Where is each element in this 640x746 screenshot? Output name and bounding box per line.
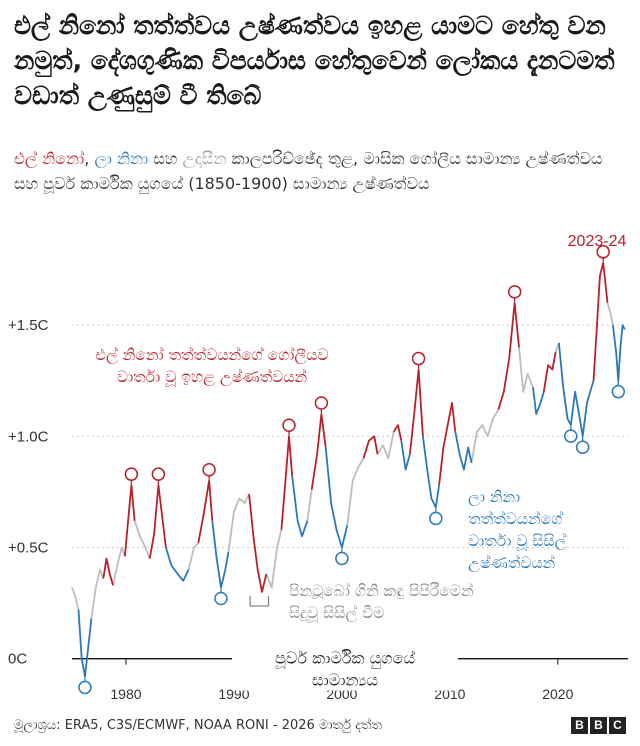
lanina-trough-marker [564,429,578,443]
series-segment-neutral [133,520,151,559]
elnino-annotation: වාර්තා වූ ඉහළ උෂ්ණත්වයන් [117,368,308,387]
subtitle-lanina: ලා නිනා [94,149,149,168]
lanina-trough-marker [214,591,228,606]
lanina-annotation: ලා නිනා [468,488,520,507]
series-segment-elnino [497,301,520,410]
lanina-annotation: තත්ත්වයන්ගේ [468,510,563,528]
pinatubo-bracket [249,596,270,607]
elnino-peak-marker [596,245,610,259]
series-segment-elnino [197,479,214,544]
subtitle-neutral: උදාසීන [182,149,227,168]
elnino-peak-marker [151,467,166,481]
subtitle-sep-2: සහ [148,149,183,168]
elnino-peak-marker [507,285,522,299]
chart-title: එල් නිනෝ තත්ත්වය උෂ්ණත්වය ඉහළ යාමට හේතු … [14,11,615,110]
chart-subtitle: එල් නිනෝ, ලා නිනා සහ උදාසීන කාලපරිච්ඡේද … [14,146,626,196]
temperature-series [71,261,626,678]
series-segment-lanina [454,431,473,471]
subtitle-sep-1: , [84,149,95,168]
source-footer: මූලාශ්‍රය: ERA5, C3S/ECMWF, NOAA RONI - … [14,718,382,733]
lanina-trough-marker [335,551,349,566]
elnino-peak-marker [124,467,139,481]
subtitle-elnino: එල් නිනෝ [14,149,85,168]
series-segment-neutral [71,587,80,610]
elnino-peak-marker [411,351,426,366]
series-segment-elnino [409,368,424,455]
series-segment-neutral [518,347,534,393]
baseline-label: සාමාන්‍යය [312,671,378,690]
series-segment-elnino [362,435,379,459]
annotations: පූර්ව කාර්මික යුගයේ සාමාන්‍යය 2023-24 එල් න… [95,233,626,691]
series-segment-neutral [346,458,365,526]
x-tick-label: 1980 [110,686,141,702]
y-tick-label: +1.5C [8,317,49,334]
lanina-trough-marker [78,680,92,695]
lanina-annotation: උෂ්ණත්වයන් [468,554,556,573]
lanina-annotation: වාර්තා වූ සිසිල් [468,532,567,551]
lanina-trough-marker [429,511,443,526]
series-segment-neutral [112,546,126,586]
series-segment-elnino [592,261,609,381]
pinatubo-annotation: පිනටූබෝ ගිනි කඳු පිපිරීමෙන් [289,582,474,600]
lanina-trough-marker [575,440,590,455]
elnino-peak-marker [202,462,216,477]
series-segment-elnino [310,413,327,490]
series-segment-lanina [165,547,190,582]
series-segment-neutral [90,568,105,619]
y-tick-label: +1.0C [8,428,49,445]
baseline-label: පූර්ව කාර්මික යුගයේ [275,649,415,669]
bbc-logo-letter: B [590,717,607,734]
series-segment-lanina [400,440,411,471]
bbc-logo-letter: C [609,717,626,734]
series-segment-elnino [280,435,294,530]
series-segment-neutral [187,542,199,570]
x-tick-label: 2020 [542,686,573,702]
series-segment-neutral [606,302,614,326]
series-segment-lanina [324,447,349,549]
y-tick-labels: 0C +0.5C +1.0C +1.5C [8,317,49,668]
series-segment-elnino [392,424,403,441]
series-segment-neutral [306,489,313,521]
peak-markers [78,245,626,695]
elnino-peak-marker [282,418,296,433]
series-segment-elnino [542,351,557,392]
bbc-logo: B B C [571,717,626,734]
series-segment-neutral [376,431,395,460]
series-segment-lanina [612,324,626,382]
series-segment-elnino [438,402,457,486]
series-segment-elnino [102,557,114,586]
series-segment-lanina [422,436,440,509]
lanina-trough-marker [611,384,626,399]
y-tick-label: +0.5C [8,539,49,556]
peak-2023-label: 2023-24 [568,233,627,250]
subtitle-rest: කාලපරිච්ඡේද තුළ, මාසික ගෝලීය සාමාන්‍ය උෂ… [14,149,603,193]
series-segment-elnino [248,494,268,593]
elnino-peak-marker [314,396,329,410]
bbc-logo-letter: B [571,717,588,734]
series-segment-elnino [148,484,167,559]
elnino-annotation: එල් නිනෝ තත්ත්වයන්ගේ ගෝලීයව [95,346,328,365]
pinatubo-annotation: සිදුවූ සිසිල් වීම [289,604,384,623]
series-segment-lanina [291,476,309,538]
series-segment-elnino [124,484,136,557]
series-segment-lanina [77,609,93,678]
series-segment-neutral [227,493,250,553]
series-segment-neutral [265,529,283,589]
series-segment-neutral [470,409,500,464]
y-tick-label: 0C [8,651,27,668]
baseline-label-box [232,644,458,691]
series-segment-lanina [532,387,545,415]
series-segment-lanina [558,342,595,438]
series-segment-lanina [211,520,230,589]
